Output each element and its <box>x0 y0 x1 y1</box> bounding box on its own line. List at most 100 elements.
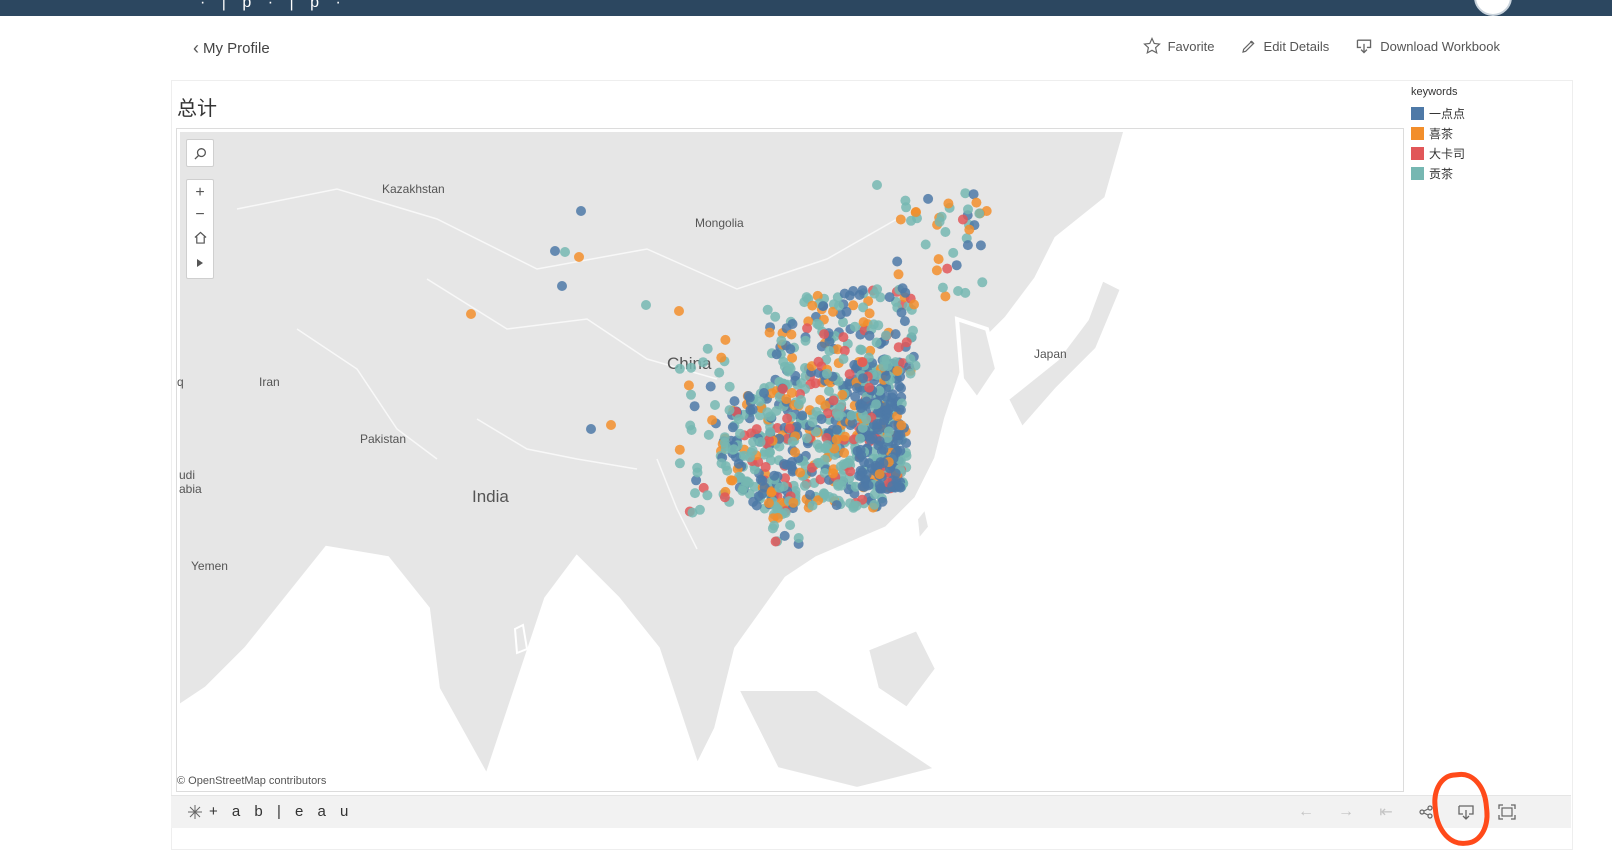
map-point[interactable] <box>762 304 773 315</box>
map-point[interactable] <box>770 311 781 322</box>
map-point[interactable] <box>861 414 872 425</box>
map-point[interactable] <box>840 431 850 442</box>
map-point[interactable] <box>810 378 821 389</box>
map-point[interactable] <box>957 214 968 225</box>
map-point[interactable] <box>689 401 700 412</box>
map-point[interactable] <box>844 369 855 380</box>
map-point[interactable] <box>839 345 850 356</box>
map-point[interactable] <box>887 389 898 400</box>
map-point[interactable] <box>818 301 828 312</box>
map-point[interactable] <box>777 383 788 394</box>
map-point[interactable] <box>795 467 806 478</box>
legend-item[interactable]: 贡茶 <box>1411 163 1465 183</box>
map-point[interactable] <box>863 458 874 469</box>
map-point[interactable] <box>764 327 775 338</box>
map-point[interactable] <box>857 422 868 433</box>
map-point[interactable] <box>884 292 895 303</box>
map-point[interactable] <box>901 202 912 213</box>
map-search-button[interactable] <box>187 140 213 166</box>
map-point[interactable] <box>883 426 894 437</box>
map-point[interactable] <box>737 485 748 496</box>
map-point[interactable] <box>899 316 910 327</box>
map-point[interactable] <box>733 458 744 469</box>
map-point[interactable] <box>815 394 826 405</box>
map-point[interactable] <box>714 367 725 378</box>
map-point[interactable] <box>894 481 905 492</box>
map-point[interactable] <box>574 252 584 262</box>
edit-details-button[interactable]: Edit Details <box>1241 37 1329 55</box>
map-point[interactable] <box>837 389 848 400</box>
map-point[interactable] <box>895 214 906 225</box>
map-point[interactable] <box>874 385 885 396</box>
map-point[interactable] <box>788 497 799 508</box>
zoom-in-button[interactable]: + <box>187 180 213 206</box>
map-point[interactable] <box>871 399 882 410</box>
map-point[interactable] <box>814 457 825 468</box>
map-point[interactable] <box>871 337 882 348</box>
map-point[interactable] <box>832 479 843 490</box>
map-point[interactable] <box>838 332 849 343</box>
map-point[interactable] <box>968 189 979 200</box>
map-point[interactable] <box>764 434 774 445</box>
map-point[interactable] <box>727 475 738 486</box>
map-point[interactable] <box>805 489 815 500</box>
map-point[interactable] <box>895 404 906 415</box>
map-point[interactable] <box>824 345 835 356</box>
map-point[interactable] <box>801 433 812 444</box>
map-point[interactable] <box>835 309 846 320</box>
map-point[interactable] <box>698 357 709 368</box>
map-point[interactable] <box>813 356 824 367</box>
tableau-logo[interactable]: + a b | e a u <box>187 803 353 820</box>
map-point[interactable] <box>858 373 868 384</box>
map-point[interactable] <box>831 424 842 435</box>
map-point[interactable] <box>816 341 827 352</box>
map-point[interactable] <box>858 302 869 313</box>
map-point[interactable] <box>784 423 795 434</box>
map-tools-expand-button[interactable] <box>187 250 213 276</box>
map-point[interactable] <box>703 429 714 440</box>
map-point[interactable] <box>855 433 865 444</box>
map-point[interactable] <box>769 520 780 531</box>
map-point[interactable] <box>864 330 875 341</box>
map-point[interactable] <box>822 440 833 451</box>
map-point[interactable] <box>864 308 875 319</box>
map-point[interactable] <box>861 396 872 407</box>
map-point[interactable] <box>729 396 740 407</box>
map-point[interactable] <box>892 366 903 376</box>
map-point[interactable] <box>765 427 776 437</box>
map-point[interactable] <box>787 436 798 447</box>
back-to-profile-link[interactable]: ‹ My Profile <box>193 38 270 59</box>
map-point[interactable] <box>828 468 839 479</box>
map-point[interactable] <box>951 260 962 271</box>
map-point[interactable] <box>716 458 727 469</box>
map-point[interactable] <box>764 447 775 458</box>
map-point[interactable] <box>744 452 755 463</box>
map-point[interactable] <box>877 496 888 507</box>
map-point[interactable] <box>896 307 907 318</box>
map-point[interactable] <box>839 288 850 299</box>
map-point[interactable] <box>856 345 867 355</box>
map-point[interactable] <box>872 370 883 381</box>
map-point[interactable] <box>727 422 738 433</box>
map-point[interactable] <box>674 444 685 455</box>
map-point[interactable] <box>707 415 718 426</box>
map-point[interactable] <box>747 404 758 415</box>
map-point[interactable] <box>702 343 713 354</box>
map-point[interactable] <box>863 480 874 491</box>
map-point[interactable] <box>812 318 823 329</box>
map-point[interactable] <box>674 458 685 469</box>
legend-item[interactable]: 一点点 <box>1411 103 1465 123</box>
redo-button[interactable]: → <box>1335 802 1357 822</box>
map-point[interactable] <box>698 482 709 493</box>
map-point[interactable] <box>686 389 696 400</box>
map-point[interactable] <box>920 239 931 250</box>
map-point[interactable] <box>880 371 891 382</box>
map-point[interactable] <box>751 424 762 435</box>
map-point[interactable] <box>850 391 861 402</box>
map-point[interactable] <box>895 445 906 456</box>
map-point[interactable] <box>890 329 901 340</box>
map-point[interactable] <box>557 281 567 291</box>
map-point[interactable] <box>787 352 798 363</box>
map-point[interactable] <box>848 300 859 311</box>
map-point[interactable] <box>770 536 781 547</box>
